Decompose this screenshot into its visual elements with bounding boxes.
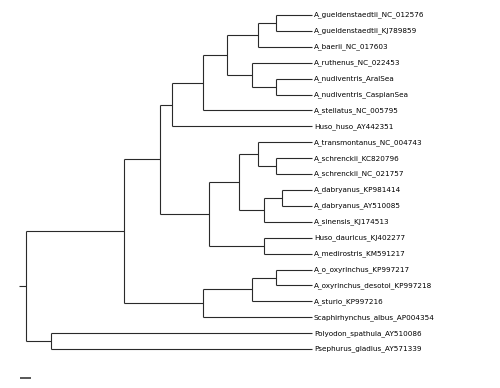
Text: A_ruthenus_NC_022453: A_ruthenus_NC_022453 xyxy=(314,59,400,66)
Text: A_sturio_KP997216: A_sturio_KP997216 xyxy=(314,298,384,305)
Text: A_sinensis_KJ174513: A_sinensis_KJ174513 xyxy=(314,218,390,225)
Text: A_gueldenstaedtii_NC_012576: A_gueldenstaedtii_NC_012576 xyxy=(314,12,424,18)
Text: Huso_dauricus_KJ402277: Huso_dauricus_KJ402277 xyxy=(314,234,405,241)
Text: A_schrenckii_NC_021757: A_schrenckii_NC_021757 xyxy=(314,171,404,177)
Text: A_stellatus_NC_005795: A_stellatus_NC_005795 xyxy=(314,107,399,114)
Text: A_oxyrinchus_desotoi_KP997218: A_oxyrinchus_desotoi_KP997218 xyxy=(314,282,432,289)
Text: Polyodon_spathula_AY510086: Polyodon_spathula_AY510086 xyxy=(314,330,422,336)
Text: A_nudiventris_CaspianSea: A_nudiventris_CaspianSea xyxy=(314,91,409,98)
Text: A_schrenckii_KC820796: A_schrenckii_KC820796 xyxy=(314,155,400,161)
Text: A_baerii_NC_017603: A_baerii_NC_017603 xyxy=(314,43,388,50)
Text: A_dabryanus_AY510085: A_dabryanus_AY510085 xyxy=(314,203,401,209)
Text: A_medirostris_KM591217: A_medirostris_KM591217 xyxy=(314,250,406,257)
Text: A_transmontanus_NC_004743: A_transmontanus_NC_004743 xyxy=(314,139,422,146)
Text: Huso_huso_AY442351: Huso_huso_AY442351 xyxy=(314,123,394,130)
Text: Psephurus_gladius_AY571339: Psephurus_gladius_AY571339 xyxy=(314,346,422,352)
Text: A_gueldenstaedtii_KJ789859: A_gueldenstaedtii_KJ789859 xyxy=(314,28,417,34)
Text: Scaphirhynchus_albus_AP004354: Scaphirhynchus_albus_AP004354 xyxy=(314,314,435,320)
Text: A_nudiventris_AralSea: A_nudiventris_AralSea xyxy=(314,75,394,82)
Text: A_dabryanus_KP981414: A_dabryanus_KP981414 xyxy=(314,187,401,193)
Text: A_o_oxyrinchus_KP997217: A_o_oxyrinchus_KP997217 xyxy=(314,266,410,273)
